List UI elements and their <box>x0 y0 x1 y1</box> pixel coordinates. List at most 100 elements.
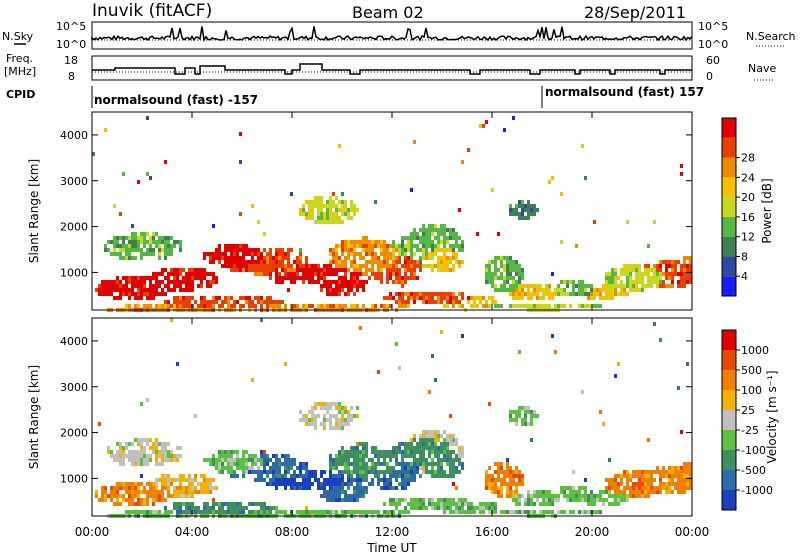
heat-cell <box>392 244 395 248</box>
heat-cell <box>371 462 374 466</box>
heat-cell <box>179 272 182 276</box>
heat-cell <box>221 506 224 510</box>
heat-cell <box>431 442 434 446</box>
heat-cell <box>341 454 344 458</box>
heat-cell <box>347 482 350 486</box>
heat-cell <box>518 280 521 284</box>
heat-cell <box>359 510 362 514</box>
heat-cell <box>158 450 161 454</box>
heat-cell <box>323 220 326 224</box>
heat-cell <box>176 506 179 510</box>
heat-cell <box>239 260 242 264</box>
heat-cell <box>401 300 404 304</box>
heat-cell <box>518 482 521 486</box>
heat-cell <box>392 252 395 256</box>
heat-cell <box>239 132 242 136</box>
heat-cell <box>278 300 281 304</box>
heat-cell <box>620 280 623 284</box>
heat-cell <box>443 506 446 510</box>
heat-cell <box>164 236 167 240</box>
heat-cell <box>206 482 209 486</box>
heat-cell <box>440 224 443 228</box>
heat-cell <box>293 304 296 308</box>
heat-cell <box>467 300 470 304</box>
heat-cell <box>389 252 392 256</box>
heat-cell <box>275 482 278 486</box>
heat-cell <box>500 486 503 490</box>
heat-cell <box>509 478 512 482</box>
heat-cell <box>392 446 395 450</box>
heat-cell <box>332 478 335 482</box>
heat-cell <box>371 272 374 276</box>
heat-cell <box>203 300 206 304</box>
heat-cell <box>491 486 494 490</box>
heat-cell <box>257 268 260 272</box>
heat-cell <box>305 474 308 478</box>
heat-cell <box>410 272 413 276</box>
heat-cell <box>395 248 398 252</box>
heat-cell <box>311 406 314 410</box>
heat-cell <box>677 478 680 482</box>
heat-cell <box>245 506 248 510</box>
heat-cell <box>398 252 401 256</box>
heat-cell <box>626 494 629 498</box>
heat-cell <box>170 244 173 248</box>
heat-cell <box>689 276 692 280</box>
heat-cell <box>626 220 629 224</box>
heat-cell <box>542 494 545 498</box>
heat-cell <box>227 458 230 462</box>
heat-cell <box>329 280 332 284</box>
heat-cell <box>344 264 347 268</box>
heat-cell <box>620 494 623 498</box>
colorbar-swatch <box>722 410 736 430</box>
heat-cell <box>170 458 173 462</box>
colorbar-swatch <box>722 450 736 470</box>
heat-cell <box>446 458 449 462</box>
heat-cell <box>368 510 371 514</box>
heat-cell <box>128 486 131 490</box>
heat-cell <box>131 236 134 240</box>
heat-cell <box>167 510 170 514</box>
heat-cell <box>152 502 155 506</box>
heat-cell <box>380 450 383 454</box>
heat-cell <box>392 450 395 454</box>
heat-cell <box>446 228 449 232</box>
heat-cell <box>332 204 335 208</box>
heat-cell <box>620 498 623 502</box>
heat-cell <box>128 288 131 292</box>
heat-cell <box>620 482 623 486</box>
heat-cell <box>434 292 437 296</box>
y-tick-label: 2000 <box>60 221 88 234</box>
heat-cell <box>101 494 104 498</box>
heat-cell <box>320 470 323 474</box>
heat-cell <box>443 292 446 296</box>
heat-cell <box>170 288 173 292</box>
heat-cell <box>164 450 167 454</box>
x-tick-label: 00:00 <box>75 525 110 539</box>
heat-cell <box>557 292 560 296</box>
heat-cell <box>341 474 344 478</box>
heat-cell <box>380 276 383 280</box>
heat-cell <box>134 280 137 284</box>
heat-cell <box>302 208 305 212</box>
heat-cell <box>341 470 344 474</box>
heat-cell <box>164 510 167 514</box>
heat-cell <box>254 462 257 466</box>
heat-cell <box>563 304 566 308</box>
heat-cell <box>509 414 512 418</box>
heat-cell <box>260 260 263 264</box>
heat-cell <box>473 506 476 510</box>
heat-cell <box>605 272 608 276</box>
heat-cell <box>578 490 581 494</box>
heat-cell <box>503 256 506 260</box>
heat-cell <box>338 410 341 414</box>
heat-cell <box>416 292 419 296</box>
heat-cell <box>443 224 446 228</box>
heat-cell <box>275 486 278 490</box>
heat-cell <box>203 272 206 276</box>
heat-cell <box>293 280 296 284</box>
heat-cell <box>158 462 161 466</box>
heat-cell <box>401 454 404 458</box>
heat-cell <box>353 248 356 252</box>
heat-cell <box>392 510 395 514</box>
